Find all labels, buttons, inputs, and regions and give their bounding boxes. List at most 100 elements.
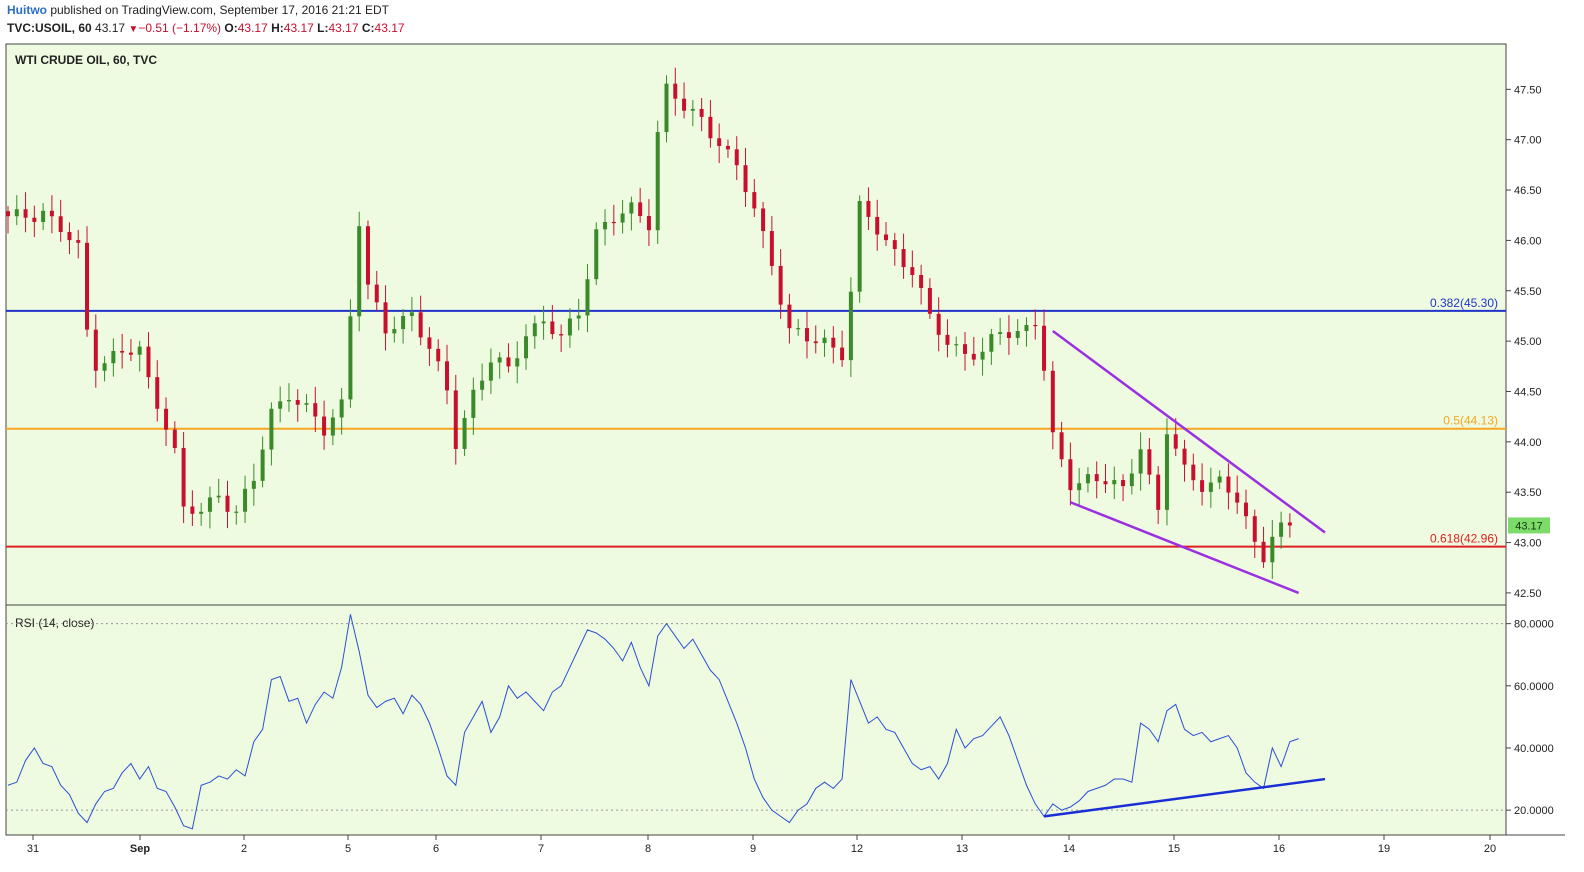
candle-body [427, 337, 432, 349]
candle-body [603, 221, 608, 230]
change-value: −0.51 (−1.17%) [138, 21, 222, 35]
open-value: 43.17 [237, 21, 268, 35]
candle-body [1059, 432, 1064, 460]
rsi-tick-label: 40.0000 [1514, 743, 1554, 755]
high-value: 43.17 [283, 21, 314, 35]
candle-body [980, 351, 985, 360]
candle-body [1279, 522, 1284, 537]
price-tick-label: 44.00 [1514, 437, 1542, 449]
candle-body [963, 344, 968, 354]
candle-body [866, 200, 871, 217]
candle-body [243, 488, 248, 512]
candle-body [102, 363, 107, 371]
candle-body [664, 83, 669, 133]
candle-body [1015, 331, 1020, 338]
candle-body [1147, 449, 1152, 475]
candle-body [216, 495, 221, 498]
candle-body [682, 98, 687, 111]
candle-body [199, 511, 204, 514]
candle-body [146, 346, 151, 378]
close-label: C: [361, 21, 375, 35]
time-tick-label: 14 [1063, 843, 1075, 855]
candle-body [919, 274, 924, 288]
candle-body [585, 279, 590, 316]
candle-body [348, 316, 353, 400]
candle-body [769, 231, 774, 266]
price-tick-label: 43.50 [1514, 487, 1542, 499]
candle-body [690, 108, 695, 111]
price-tick-label: 43.00 [1514, 538, 1542, 550]
candle-body [207, 497, 212, 512]
candle-body [234, 511, 239, 513]
time-tick-label: 20 [1484, 843, 1496, 855]
candle-body [374, 284, 379, 303]
candle-body [41, 210, 46, 222]
candle-body [76, 240, 81, 243]
candle-body [409, 312, 414, 317]
candle-body [1164, 434, 1169, 510]
candle-body [901, 249, 906, 268]
candle-body [708, 116, 713, 139]
candle-body [840, 347, 845, 361]
candle-body [1006, 332, 1011, 338]
candle-body [93, 329, 98, 371]
candle-body [884, 234, 888, 241]
price-tick-label: 47.00 [1514, 135, 1542, 147]
candle-body [831, 337, 836, 348]
price-y-axis: 47.50 47.00 46.50 46.00 45.50 45.00 44.50 44.00… [1506, 84, 1542, 600]
candle-body [954, 344, 959, 346]
candle-body [848, 291, 853, 361]
candle-body [1287, 522, 1292, 526]
candle-body [611, 221, 616, 224]
candle-body [1235, 492, 1240, 503]
candle-body [286, 400, 291, 402]
candle-body [49, 210, 54, 217]
candle-body [497, 357, 502, 363]
wedge-upper-line[interactable] [1052, 330, 1326, 534]
candle-body [515, 358, 520, 367]
candle-body [796, 328, 801, 330]
candle-body [436, 348, 441, 362]
candle-body [313, 403, 318, 417]
candle-body [1243, 502, 1248, 517]
candle-body [1261, 541, 1266, 563]
price-tick-label: 45.00 [1514, 336, 1542, 348]
rsi-tick-label: 80.0000 [1514, 619, 1554, 631]
fib-level-label: 0.618(42.96) [1430, 532, 1498, 546]
candle-body [524, 336, 529, 359]
candle-body [1068, 459, 1073, 491]
rsi-trendline[interactable] [1043, 777, 1326, 818]
candle-body [1138, 449, 1143, 474]
candle-body [225, 495, 230, 512]
wedge-lower-line[interactable] [1069, 501, 1300, 595]
candle-body [190, 506, 195, 514]
down-triangle-icon: ▼ [128, 24, 139, 35]
candle-body [892, 240, 897, 250]
candle-body [1024, 325, 1029, 332]
candle-body [699, 108, 704, 117]
candle-body [392, 329, 397, 334]
candle-body [857, 200, 862, 292]
candle-body [734, 149, 739, 166]
symbol-ohlc-line: TVC:USOIL, 60 43.17 ▼−0.51 (−1.17%) O:43… [7, 21, 405, 35]
candle-body [1270, 536, 1275, 563]
falling-wedge[interactable] [1052, 330, 1326, 595]
candle-body [445, 361, 449, 391]
candle-body [1112, 480, 1117, 485]
author-link[interactable]: Huitwo [7, 3, 47, 17]
last-price-badge: 43.17 [1508, 517, 1550, 534]
candle-body [936, 313, 941, 335]
time-tick-label: 15 [1168, 843, 1180, 855]
high-label: H: [271, 21, 284, 35]
candle-body [67, 232, 72, 241]
rsi-series [7, 614, 1326, 830]
candle-body [418, 312, 423, 338]
price-pane-background [5, 43, 1507, 606]
candle-body [1200, 480, 1205, 492]
candle-body [269, 408, 274, 450]
candle-body [1173, 434, 1178, 449]
candle-body [567, 318, 572, 336]
candle-body [14, 209, 19, 217]
time-tick-label: 19 [1378, 843, 1390, 855]
